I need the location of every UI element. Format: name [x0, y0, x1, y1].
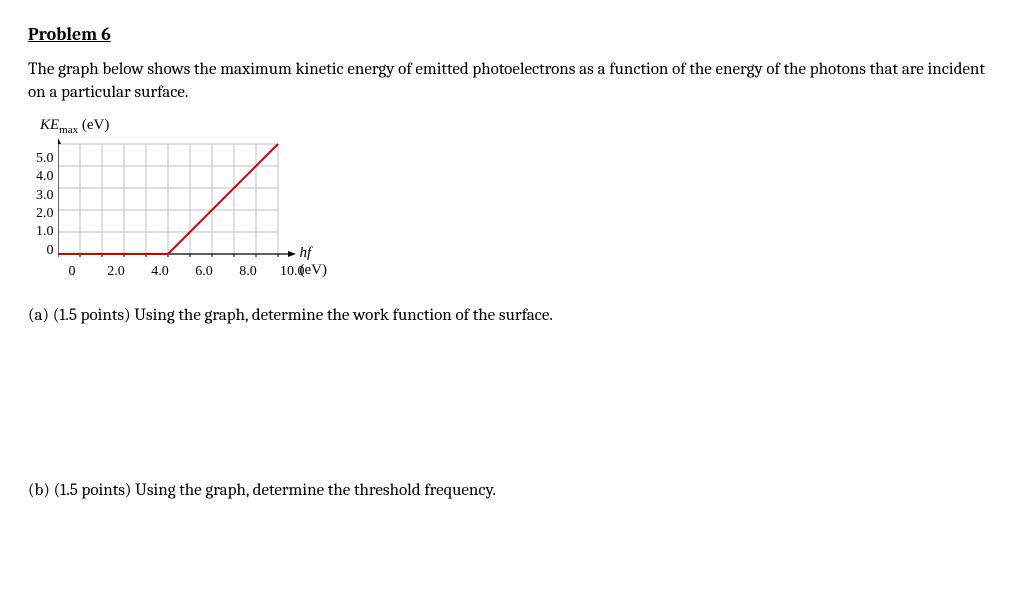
- x-tick: 10.0: [280, 264, 304, 280]
- problem-title: Problem 6: [28, 24, 996, 45]
- y-tick: 1.0: [36, 225, 54, 243]
- x-tick: 0: [60, 264, 84, 280]
- x-axis-ticks: 02.04.06.08.010.0: [72, 264, 292, 282]
- y-axis-ticks: 5.04.03.02.01.00: [36, 152, 54, 262]
- y-tick: 3.0: [36, 189, 54, 207]
- y-tick: 5.0: [36, 152, 54, 170]
- y-tick: 2.0: [36, 207, 54, 225]
- x-tick: 2.0: [104, 264, 128, 280]
- problem-intro: The graph below shows the maximum kineti…: [28, 59, 996, 105]
- chart-container: KEmax (eV) 5.04.03.02.01.00 hf (eV) 02.0…: [36, 117, 996, 282]
- x-tick: 4.0: [148, 264, 172, 280]
- y-axis-label-unit: (eV): [78, 117, 109, 133]
- x-tick: 8.0: [236, 264, 260, 280]
- y-axis-label: KEmax (eV): [40, 117, 996, 136]
- spacer: [28, 325, 996, 475]
- y-axis-label-prefix: KE: [40, 117, 59, 133]
- x-axis-label-hf: hf: [300, 245, 312, 261]
- question-b: (b) (1.5 points) Using the graph, determ…: [28, 481, 996, 500]
- y-tick: 0: [36, 244, 54, 262]
- x-tick: 6.0: [192, 264, 216, 280]
- plot-area: hf (eV): [58, 138, 306, 262]
- question-a: (a) (1.5 points) Using the graph, determ…: [28, 306, 996, 325]
- chart-svg: [58, 138, 306, 258]
- y-axis-label-sub: max: [59, 124, 78, 136]
- y-tick: 4.0: [36, 170, 54, 188]
